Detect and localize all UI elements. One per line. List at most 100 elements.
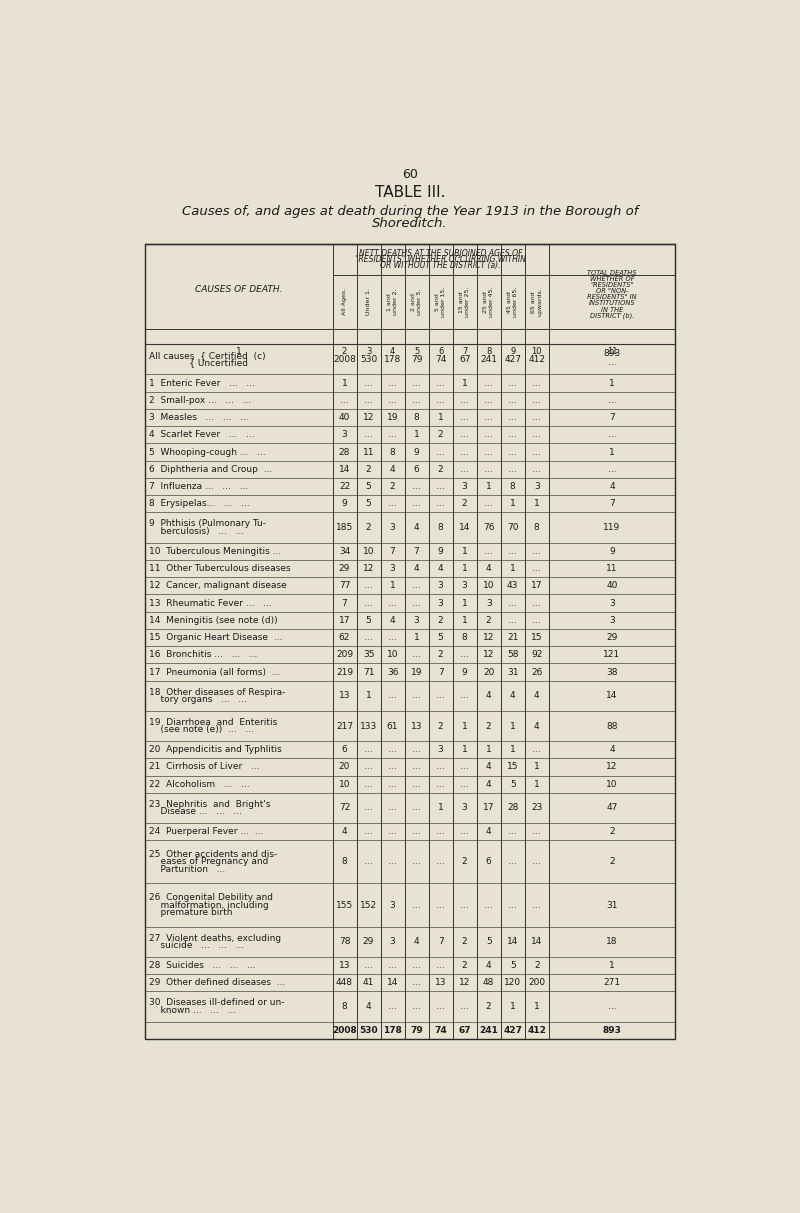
Text: All causes  { Certified  (c): All causes { Certified (c) [149,351,266,360]
Text: ...: ... [460,448,469,456]
Text: 2: 2 [366,523,371,533]
Text: premature birth: premature birth [149,907,232,917]
Text: OR "NON-: OR "NON- [595,289,628,294]
Text: 217: 217 [336,722,353,730]
Text: ...: ... [388,803,397,813]
Text: ...: ... [436,482,445,491]
Text: 412: 412 [528,355,546,364]
Text: 10: 10 [483,581,494,591]
Text: 17: 17 [483,803,494,813]
Text: 2: 2 [438,465,443,474]
Text: 14: 14 [459,523,470,533]
Text: ...: ... [436,448,445,456]
Text: ...: ... [388,598,397,608]
Text: 4: 4 [486,564,491,573]
Text: 74: 74 [434,1026,447,1035]
Text: tory organs   ...   ...: tory organs ... ... [149,695,246,704]
Text: 3: 3 [438,581,443,591]
Text: OR WITHOUT THE DISTRICT (a).: OR WITHOUT THE DISTRICT (a). [380,261,501,270]
Text: 4: 4 [486,780,491,788]
Text: 4: 4 [390,465,395,474]
Text: known ...   ...   ...: known ... ... ... [149,1006,236,1014]
Text: 5: 5 [414,347,419,355]
Text: 1: 1 [510,722,515,730]
Text: ...: ... [460,431,469,439]
Text: 13: 13 [411,722,422,730]
Text: ...: ... [388,827,397,836]
Text: ...: ... [436,961,445,970]
Text: 21  Cirrhosis of Liver   ...: 21 Cirrhosis of Liver ... [149,763,259,771]
Text: 412: 412 [527,1026,546,1035]
Text: 14: 14 [339,465,350,474]
Text: "RESIDENTS" WHETHER OCCURRING WITHIN: "RESIDENTS" WHETHER OCCURRING WITHIN [355,255,526,264]
Text: 1: 1 [366,691,371,700]
Text: 3: 3 [609,616,614,625]
Text: ...: ... [412,827,421,836]
Text: 1: 1 [390,581,395,591]
Text: 7: 7 [414,547,419,556]
Text: 29: 29 [339,564,350,573]
Text: 11: 11 [606,564,618,573]
Text: ...: ... [460,827,469,836]
Text: 1: 1 [462,564,467,573]
Text: 12: 12 [363,414,374,422]
Text: 29: 29 [363,938,374,946]
Text: 7: 7 [609,414,614,422]
Text: 7: 7 [438,938,443,946]
Text: 9: 9 [438,547,443,556]
Text: ...: ... [364,581,373,591]
Text: ...: ... [436,691,445,700]
Text: 1: 1 [534,763,539,771]
Text: 6: 6 [342,745,347,754]
Text: 6  Diphtheria and Croup  ...: 6 Diphtheria and Croup ... [149,465,272,474]
Text: 133: 133 [360,722,377,730]
Text: 26: 26 [531,667,542,677]
Text: 155: 155 [336,900,353,910]
Text: 4: 4 [414,523,419,533]
Text: 72: 72 [339,803,350,813]
Text: 10: 10 [606,780,618,788]
Text: ...: ... [460,763,469,771]
Text: 13: 13 [435,978,446,987]
Text: 28  Suicides   ...   ...   ...: 28 Suicides ... ... ... [149,961,255,970]
Text: ...: ... [508,431,517,439]
Text: ...: ... [412,482,421,491]
Text: 3: 3 [414,616,419,625]
Text: 241: 241 [479,1026,498,1035]
Text: ...: ... [533,598,541,608]
Text: 15 and
under 25.: 15 and under 25. [459,286,470,317]
Text: suicide   ...   ...   ...: suicide ... ... ... [149,941,244,950]
Text: 76: 76 [483,523,494,533]
Text: ...: ... [388,378,397,387]
Text: 427: 427 [503,1026,522,1035]
Text: ...: ... [607,465,616,474]
Text: 11: 11 [606,347,617,355]
Text: 13: 13 [338,961,350,970]
Text: 4: 4 [609,482,614,491]
Text: WHETHER OF: WHETHER OF [590,275,634,281]
Text: 74: 74 [435,355,446,364]
Text: ...: ... [508,616,517,625]
Text: 3: 3 [438,598,443,608]
Text: NETT DEATHS AT THE SUBJOINED AGES OF: NETT DEATHS AT THE SUBJOINED AGES OF [359,249,522,258]
Text: 5: 5 [486,938,491,946]
Text: ...: ... [460,650,469,660]
Text: 10: 10 [387,650,398,660]
Text: 20: 20 [483,667,494,677]
Text: ...: ... [436,378,445,387]
Text: ...: ... [533,395,541,405]
Text: 41: 41 [363,978,374,987]
Text: 10: 10 [362,547,374,556]
Text: 17  Pneumonia (all forms)  ...: 17 Pneumonia (all forms) ... [149,667,280,677]
Text: 78: 78 [338,938,350,946]
Text: 4: 4 [609,745,614,754]
Text: 2: 2 [438,431,443,439]
Text: 13: 13 [338,691,350,700]
Text: 4  Scarlet Fever   ...   ...: 4 Scarlet Fever ... ... [149,431,254,439]
Text: 27  Violent deaths, excluding: 27 Violent deaths, excluding [149,934,281,943]
Bar [145,244,675,1038]
Text: ...: ... [364,763,373,771]
Text: 1: 1 [462,547,467,556]
Text: 35: 35 [362,650,374,660]
Text: 1: 1 [534,780,539,788]
